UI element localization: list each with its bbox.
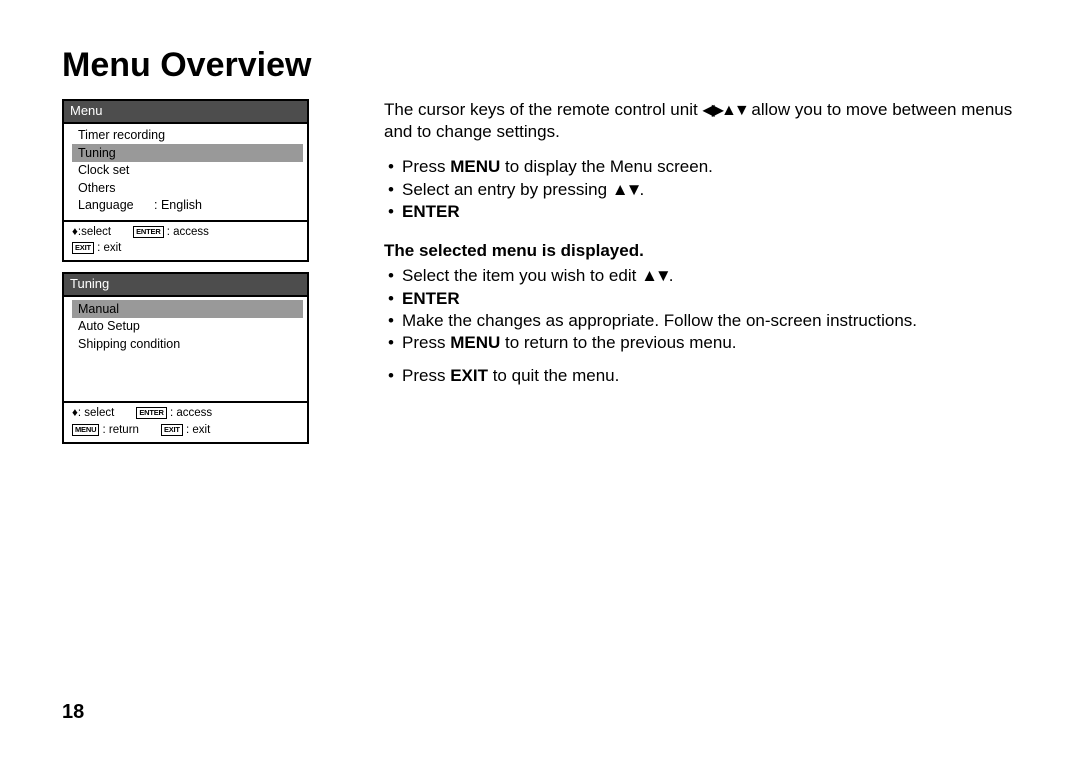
- menu-item: Shipping condition: [78, 335, 297, 352]
- step: Select the item you wish to edit ▲▼.: [384, 265, 1018, 286]
- hint-select: ♦:select: [72, 226, 111, 239]
- step: Press EXIT to quit the menu.: [384, 365, 1018, 386]
- menu-item: Manual: [72, 300, 303, 317]
- osd-footer: ♦: select ENTER : access MENU : return E…: [64, 401, 307, 441]
- step: Select an entry by pressing ▲▼.: [384, 179, 1018, 200]
- page-number: 18: [62, 701, 84, 724]
- osd-title: Menu: [64, 101, 307, 124]
- manual-page: Menu Overview Menu Timer recordingTuning…: [0, 0, 1080, 762]
- hint-exit: EXIT : exit: [72, 242, 121, 255]
- osd-tuning-box: Tuning ManualAuto SetupShipping conditio…: [62, 272, 309, 443]
- intro-paragraph: The cursor keys of the remote control un…: [384, 99, 1018, 142]
- osd-menu-box: Menu Timer recordingTuningClock setOther…: [62, 99, 309, 262]
- step: ENTER: [384, 288, 1018, 309]
- osd-body: Timer recordingTuningClock setOthersLang…: [64, 124, 307, 220]
- hint-menu: MENU : return: [72, 424, 139, 437]
- two-column-layout: Menu Timer recordingTuningClock setOther…: [62, 99, 1018, 454]
- left-column: Menu Timer recordingTuningClock setOther…: [62, 99, 362, 454]
- menu-item: Timer recording: [78, 127, 297, 144]
- menu-item-language: LanguageEnglish: [78, 196, 297, 213]
- steps-first: Press MENU to display the Menu screen. S…: [384, 156, 1018, 222]
- menu-item: Tuning: [72, 144, 303, 161]
- step: Make the changes as appropriate. Follow …: [384, 310, 1018, 331]
- step: Press MENU to display the Menu screen.: [384, 156, 1018, 177]
- hint-exit: EXIT : exit: [161, 424, 210, 437]
- menu-item: Others: [78, 179, 297, 196]
- arrows-4way-icon: ◀▶▲▼: [702, 102, 746, 119]
- steps-second: Select the item you wish to edit ▲▼. ENT…: [384, 265, 1018, 353]
- page-title: Menu Overview: [62, 46, 1018, 85]
- step: Press MENU to return to the previous men…: [384, 332, 1018, 353]
- hint-enter: ENTER : access: [133, 226, 209, 239]
- arrows-updown-icon: ▲▼: [641, 266, 669, 285]
- hint-select: ♦: select: [72, 407, 114, 420]
- menu-item: Clock set: [78, 162, 297, 179]
- section-heading: The selected menu is displayed.: [384, 240, 1018, 261]
- step: ENTER: [384, 201, 1018, 222]
- hint-enter: ENTER : access: [136, 407, 212, 420]
- osd-title: Tuning: [64, 274, 307, 297]
- right-column: The cursor keys of the remote control un…: [362, 99, 1018, 399]
- steps-third: Press EXIT to quit the menu.: [384, 365, 1018, 386]
- osd-footer: ♦:select ENTER : access EXIT : exit: [64, 220, 307, 260]
- arrows-updown-icon: ▲▼: [612, 180, 640, 199]
- menu-item: Auto Setup: [78, 318, 297, 335]
- osd-body: ManualAuto SetupShipping condition: [64, 297, 307, 401]
